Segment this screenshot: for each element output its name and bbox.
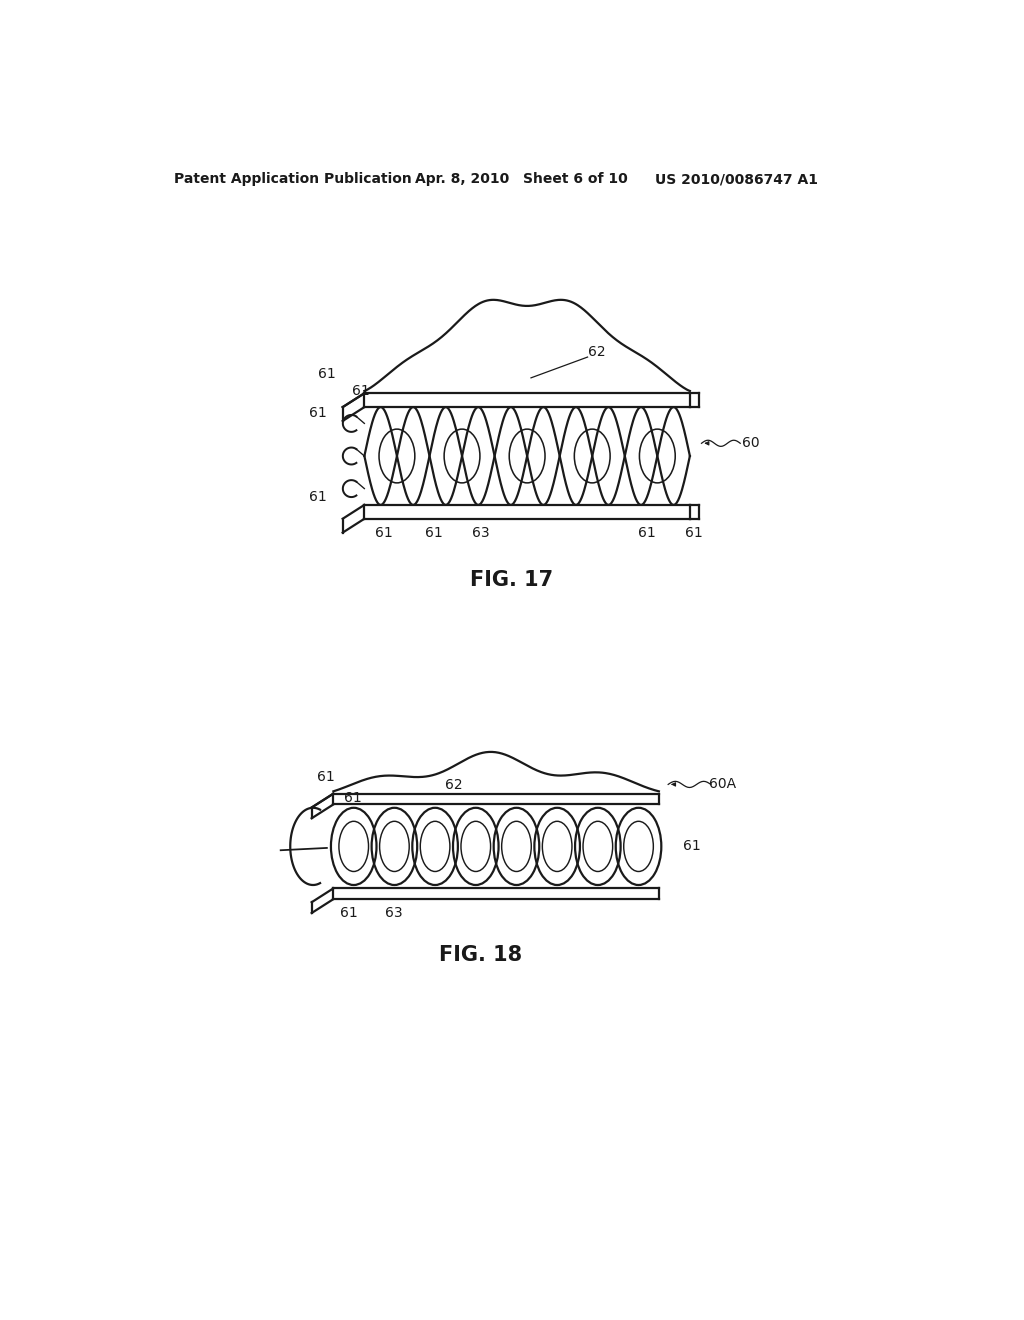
Text: 61: 61 bbox=[340, 906, 357, 920]
Text: US 2010/0086747 A1: US 2010/0086747 A1 bbox=[655, 172, 818, 186]
Text: 60: 60 bbox=[741, 437, 759, 450]
Text: 61: 61 bbox=[685, 525, 702, 540]
Text: 61: 61 bbox=[316, 770, 335, 784]
Text: 61: 61 bbox=[309, 407, 327, 420]
Text: 61: 61 bbox=[375, 525, 392, 540]
Text: 63: 63 bbox=[472, 525, 489, 540]
Text: FIG. 17: FIG. 17 bbox=[470, 570, 553, 590]
Text: 62: 62 bbox=[444, 779, 462, 792]
Text: 62: 62 bbox=[588, 346, 605, 359]
Text: 61: 61 bbox=[683, 840, 700, 854]
Text: 61: 61 bbox=[425, 525, 443, 540]
Text: 60A: 60A bbox=[709, 777, 736, 792]
Text: FIG. 18: FIG. 18 bbox=[439, 945, 522, 965]
Text: Apr. 8, 2010: Apr. 8, 2010 bbox=[415, 172, 509, 186]
Text: 61: 61 bbox=[309, 490, 327, 504]
Text: Patent Application Publication: Patent Application Publication bbox=[174, 172, 413, 186]
Text: 61: 61 bbox=[318, 367, 336, 381]
Text: 61: 61 bbox=[638, 525, 656, 540]
Text: Sheet 6 of 10: Sheet 6 of 10 bbox=[523, 172, 628, 186]
Text: 61: 61 bbox=[344, 791, 361, 805]
Text: 61: 61 bbox=[351, 384, 370, 397]
Text: 63: 63 bbox=[385, 906, 402, 920]
